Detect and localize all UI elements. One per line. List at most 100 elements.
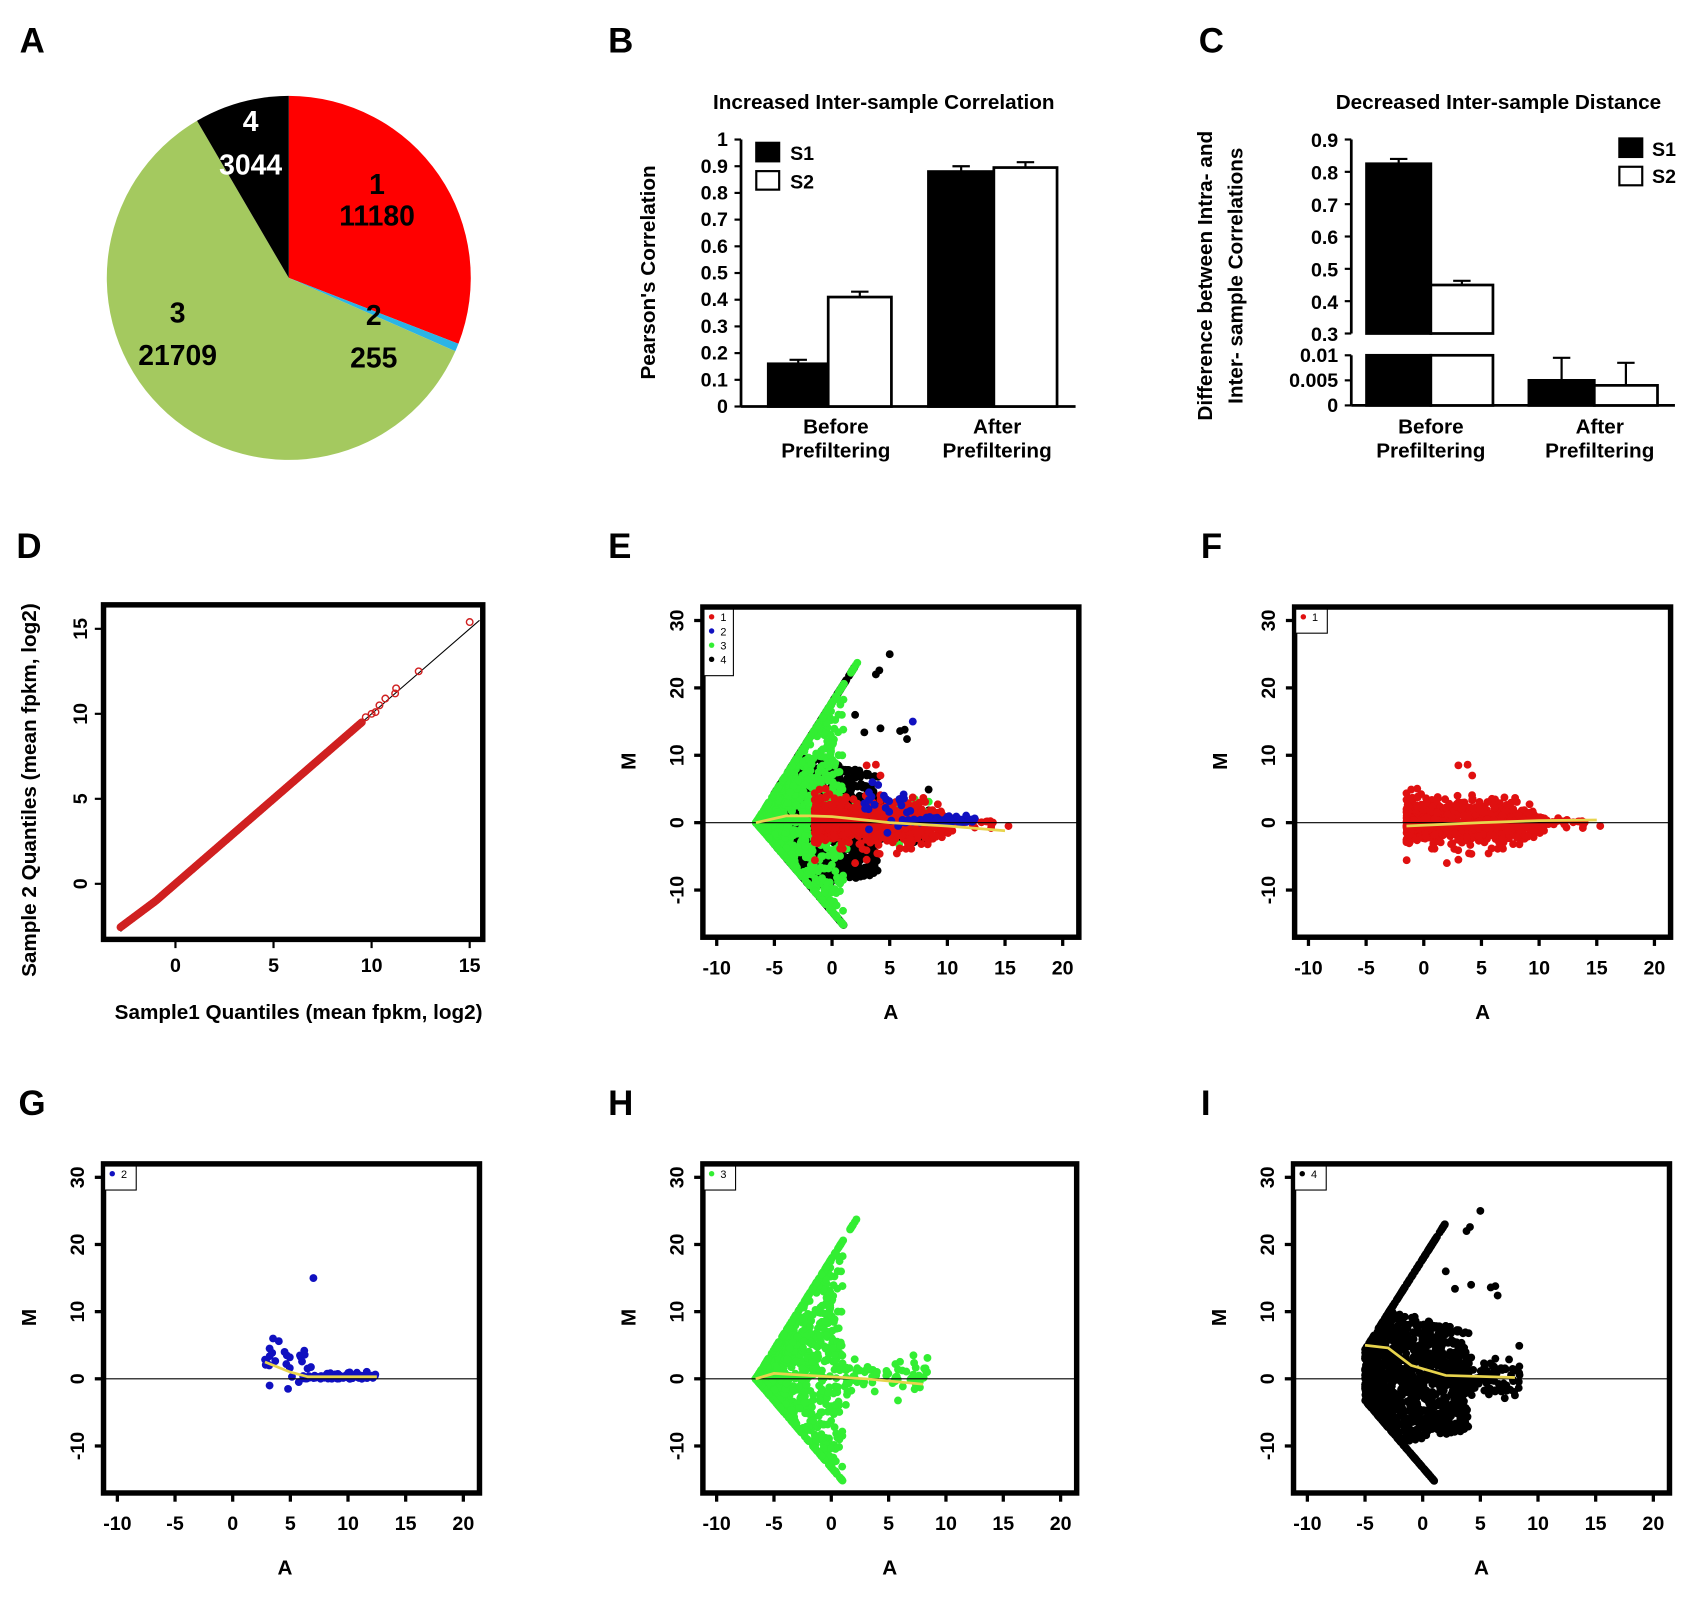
legend-label: 4 bbox=[720, 655, 726, 667]
point-group-1 bbox=[862, 835, 871, 844]
bar-S2 bbox=[826, 295, 893, 408]
point-group-4 bbox=[903, 735, 911, 744]
qq-point bbox=[361, 713, 370, 722]
point-group-3 bbox=[827, 888, 836, 897]
point-group-3 bbox=[835, 768, 844, 776]
legend-label: 3 bbox=[720, 641, 726, 653]
loess-curve bbox=[755, 814, 1006, 833]
y-tick-label: 10 bbox=[70, 703, 92, 725]
legend-marker-1 bbox=[708, 614, 715, 620]
point-group-3 bbox=[783, 799, 792, 807]
point-group-1 bbox=[1529, 833, 1538, 842]
point-group-3 bbox=[783, 768, 792, 777]
x-tick-label: 0 bbox=[170, 955, 181, 977]
bar-S2 bbox=[1592, 384, 1659, 407]
point-group-2 bbox=[908, 717, 917, 726]
point-group-3 bbox=[771, 830, 779, 839]
point-group-1 bbox=[837, 839, 846, 848]
point-group-3 bbox=[839, 725, 848, 734]
point-group-2 bbox=[865, 825, 873, 834]
pie-slice-4 bbox=[197, 95, 289, 278]
legend-label: 1 bbox=[720, 612, 726, 624]
point-group-1 bbox=[831, 823, 840, 832]
point-group-1 bbox=[937, 826, 946, 834]
point-group-1 bbox=[1436, 838, 1445, 847]
point-group-1 bbox=[1454, 846, 1463, 855]
point-group-4 bbox=[847, 785, 856, 794]
point-group-1 bbox=[911, 800, 919, 809]
panel-letter: I bbox=[1201, 1084, 1211, 1123]
point-group-3 bbox=[795, 847, 804, 856]
point-group-3 bbox=[783, 823, 791, 832]
point-group-1 bbox=[948, 826, 957, 835]
point-group-1 bbox=[821, 802, 830, 811]
chart-title: Increased Inter-sample Correlation bbox=[713, 91, 1054, 114]
point-group-3 bbox=[833, 873, 841, 882]
point-group-1 bbox=[894, 831, 903, 840]
point-group-4 bbox=[856, 872, 865, 881]
point-group-3 bbox=[788, 850, 796, 859]
y-tick-label: 0 bbox=[666, 817, 688, 828]
x-tick-label: -10 bbox=[703, 957, 731, 979]
point-group-1 bbox=[1447, 840, 1456, 849]
x-category-label: Before bbox=[1398, 416, 1464, 439]
legend-label: S2 bbox=[1652, 166, 1676, 188]
point-group-1 bbox=[851, 859, 860, 868]
point-group-4 bbox=[851, 852, 860, 861]
x-tick-label: 15 bbox=[994, 957, 1016, 979]
point-group-3 bbox=[803, 824, 812, 833]
pie-slice-2 bbox=[288, 277, 459, 352]
point-group-3 bbox=[789, 782, 798, 790]
point-group-4 bbox=[885, 650, 894, 659]
point-group-3 bbox=[837, 710, 846, 719]
point-group-3 bbox=[816, 775, 825, 784]
point-group-2 bbox=[897, 801, 906, 810]
y-tick-label: 0.3 bbox=[701, 316, 728, 338]
point-group-3 bbox=[797, 746, 806, 755]
qq-point bbox=[414, 667, 423, 676]
point-group-1 bbox=[932, 832, 941, 841]
point-group-3 bbox=[832, 901, 841, 910]
point-group-2 bbox=[865, 788, 873, 797]
point-group-1 bbox=[1413, 784, 1422, 793]
y-axis-label: Inter- sample Correlations bbox=[1224, 148, 1247, 404]
point-group-1 bbox=[1490, 803, 1499, 812]
point-group-3 bbox=[808, 847, 817, 855]
chart-title: Decreased Inter-sample Distance bbox=[1336, 91, 1661, 114]
y-tick-label: 10 bbox=[666, 744, 688, 766]
qq-point bbox=[465, 618, 474, 626]
point-group-3 bbox=[801, 842, 810, 851]
panel-letter: E bbox=[608, 527, 631, 566]
point-group-3 bbox=[823, 775, 831, 784]
point-group-1 bbox=[815, 785, 824, 794]
point-group-3 bbox=[840, 679, 848, 688]
point-group-3 bbox=[795, 826, 804, 835]
y-tick-label: 0.8 bbox=[1311, 162, 1338, 184]
point-group-1 bbox=[1500, 793, 1509, 802]
point-group-3 bbox=[774, 783, 783, 792]
point-group-1 bbox=[841, 808, 850, 817]
y-tick-label: 0.2 bbox=[701, 343, 728, 365]
bar-S1 bbox=[1527, 378, 1596, 407]
point-group-1 bbox=[841, 822, 850, 831]
point-group-1 bbox=[1413, 792, 1422, 801]
x-axis-label: Sample1 Quantiles (mean fpkm, log2) bbox=[115, 1001, 483, 1024]
point-group-1 bbox=[908, 793, 917, 802]
legend-label: S1 bbox=[1652, 139, 1676, 161]
point-group-2 bbox=[861, 804, 870, 813]
bar-S1 bbox=[766, 362, 830, 408]
legend-label: S2 bbox=[790, 172, 814, 194]
x-tick-label: 10 bbox=[361, 955, 383, 977]
point-group-4 bbox=[851, 765, 860, 774]
point-group-3 bbox=[827, 747, 835, 756]
point-group-3 bbox=[853, 658, 862, 667]
point-group-3 bbox=[780, 774, 789, 783]
x-category-label: After bbox=[1576, 416, 1624, 439]
point-group-3 bbox=[818, 874, 827, 883]
point-group-2 bbox=[870, 800, 879, 809]
